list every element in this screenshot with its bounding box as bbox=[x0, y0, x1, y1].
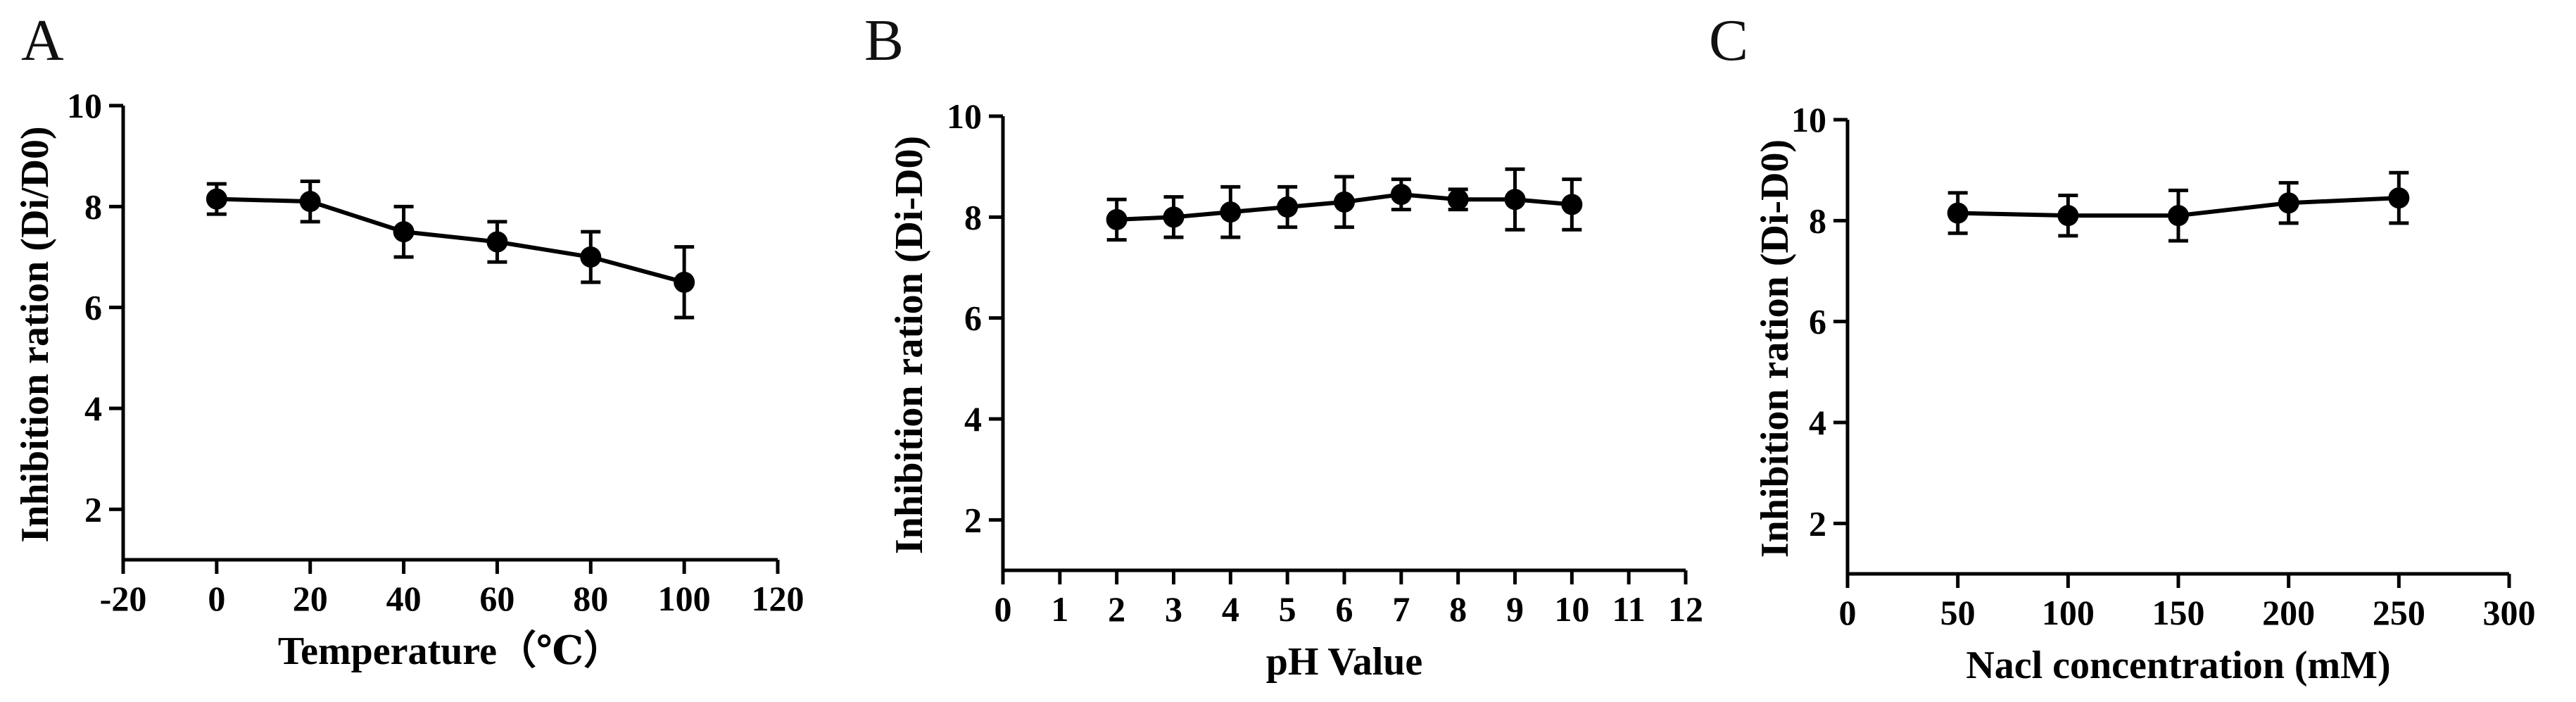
data-point bbox=[674, 271, 695, 293]
x-tick-label: 11 bbox=[1612, 589, 1646, 629]
y-tick-label: 10 bbox=[67, 86, 102, 125]
x-tick-label: 6 bbox=[1336, 589, 1353, 629]
data-point bbox=[1220, 201, 1242, 223]
x-tick-label: 200 bbox=[2262, 593, 2315, 632]
data-point bbox=[393, 221, 415, 243]
y-axis-title: Inhibition ration (Di-D0) bbox=[888, 136, 931, 554]
y-tick-label: 8 bbox=[1809, 201, 1826, 240]
y-tick-label: 4 bbox=[84, 389, 102, 428]
x-axis-title: Nacl concentration (mM) bbox=[1966, 644, 2390, 687]
data-point bbox=[2388, 187, 2410, 209]
data-point bbox=[1947, 202, 1969, 224]
x-tick-label: 5 bbox=[1279, 589, 1296, 629]
data-point bbox=[2168, 205, 2189, 227]
data-point bbox=[206, 188, 227, 210]
data-point bbox=[580, 246, 602, 268]
panel-label: A bbox=[21, 8, 64, 73]
data-point bbox=[2057, 205, 2079, 227]
chart-panel-c: C 0 50 100 150 200 250 300 2 4 6 8 10 Nacl concentrat… bbox=[1709, 8, 2536, 687]
data-point bbox=[1334, 191, 1355, 213]
panel-label: B bbox=[864, 8, 904, 73]
y-tick-label: 10 bbox=[1791, 100, 1826, 139]
data-point bbox=[1163, 206, 1185, 228]
x-tick-label: 80 bbox=[573, 579, 608, 618]
x-tick-label: 300 bbox=[2483, 593, 2536, 632]
data-point bbox=[299, 191, 321, 213]
x-axis-title: pH Value bbox=[1266, 640, 1423, 684]
y-tick-label: 6 bbox=[964, 299, 982, 338]
x-tick-label: 8 bbox=[1449, 589, 1467, 629]
chart-panel-a: A -20 0 20 40 60 80 100 120 2 4 6 8 10 Temperature（℃） I… bbox=[13, 8, 804, 673]
x-tick-label: 100 bbox=[2042, 593, 2095, 632]
data-point bbox=[2278, 192, 2299, 214]
x-tick-label: 60 bbox=[479, 579, 514, 618]
y-tick-label: 6 bbox=[84, 288, 102, 327]
x-tick-label: 3 bbox=[1165, 589, 1182, 629]
data-point bbox=[1561, 194, 1583, 215]
x-axis-title: Temperature（℃） bbox=[278, 629, 623, 673]
y-tick-label: 4 bbox=[964, 399, 982, 439]
x-tick-label: 10 bbox=[1554, 589, 1589, 629]
data-point bbox=[1504, 189, 1526, 211]
x-tick-label: 1 bbox=[1051, 589, 1068, 629]
x-tick-label: -20 bbox=[100, 579, 147, 618]
x-tick-label: 7 bbox=[1392, 589, 1410, 629]
y-tick-label: 8 bbox=[964, 197, 982, 237]
y-tick-label: 6 bbox=[1809, 302, 1826, 341]
x-tick-label: 20 bbox=[293, 579, 328, 618]
y-axis-title: Inhibition ration (Di-D0) bbox=[1753, 139, 1797, 558]
data-point bbox=[1390, 184, 1412, 206]
data-point bbox=[1106, 208, 1128, 230]
data-point bbox=[1277, 196, 1299, 218]
x-tick-label: 0 bbox=[1839, 593, 1857, 632]
x-tick-label: 0 bbox=[995, 589, 1012, 629]
y-tick-label: 2 bbox=[1809, 503, 1826, 543]
data-point bbox=[486, 231, 508, 253]
panel-label: C bbox=[1709, 8, 1748, 73]
data-point bbox=[1447, 189, 1469, 211]
x-tick-label: 12 bbox=[1668, 589, 1703, 629]
x-tick-label: 250 bbox=[2373, 593, 2425, 632]
x-tick-label: 9 bbox=[1506, 589, 1524, 629]
x-tick-label: 100 bbox=[658, 579, 711, 618]
x-tick-label: 2 bbox=[1108, 589, 1125, 629]
x-tick-label: 150 bbox=[2152, 593, 2205, 632]
series-line bbox=[216, 196, 685, 284]
y-tick-label: 4 bbox=[1809, 403, 1826, 442]
y-tick-label: 2 bbox=[84, 489, 102, 529]
x-tick-label: 120 bbox=[752, 579, 804, 618]
x-tick-label: 0 bbox=[208, 579, 225, 618]
y-tick-label: 2 bbox=[964, 500, 982, 539]
x-tick-label: 50 bbox=[1940, 593, 1976, 632]
y-tick-label: 10 bbox=[947, 96, 982, 136]
x-tick-label: 40 bbox=[386, 579, 422, 618]
x-tick-label: 4 bbox=[1222, 589, 1239, 629]
y-tick-label: 8 bbox=[84, 187, 102, 226]
y-axis-title: Inhibition ration (Di/D0) bbox=[13, 126, 57, 542]
